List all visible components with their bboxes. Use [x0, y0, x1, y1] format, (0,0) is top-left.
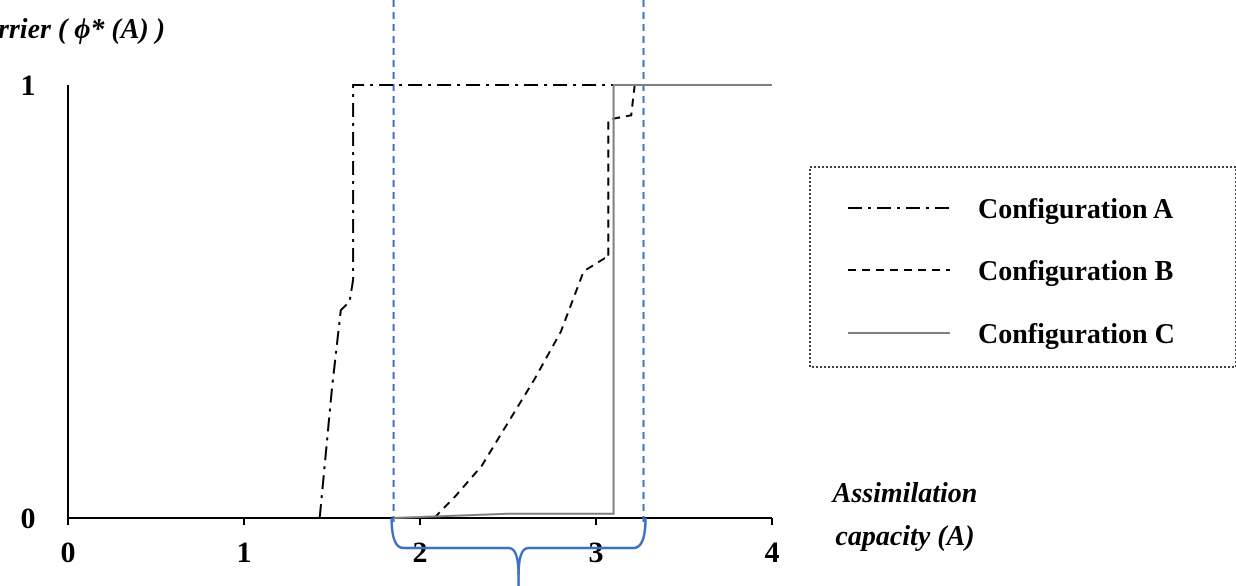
legend-box [809, 166, 1236, 368]
legend-label: Configuration A [978, 194, 1174, 225]
y-tick-label: 1 [21, 69, 36, 102]
y-tick-label: 0 [21, 502, 36, 535]
x-tick-label: 0 [61, 536, 76, 569]
series-line-configuration-b [433, 84, 772, 519]
series-line-configuration-a [318, 84, 772, 519]
x-ticks: 0 1 2 3 4 [61, 518, 780, 569]
x-axis-title-line2: capacity (A) [835, 521, 974, 552]
series-layer [318, 84, 772, 519]
x-axis-title-line1: Assimilation [831, 478, 978, 509]
x-tick-label: 1 [237, 536, 252, 569]
x-tick-label: 3 [589, 536, 604, 569]
highlight-region [390, 0, 647, 586]
y-ticks: 01 [21, 69, 36, 535]
x-tick-label: 4 [765, 536, 780, 569]
legend-label: Configuration B [978, 256, 1173, 287]
legend: Configuration A Configuration B Configurat… [809, 166, 1236, 368]
x-tick-label: 2 [413, 536, 428, 569]
y-axis-title: rrier ( ϕ* (A) ) [0, 14, 165, 45]
series-line-configuration-c [393, 84, 772, 519]
legend-label: Configuration C [978, 319, 1175, 350]
